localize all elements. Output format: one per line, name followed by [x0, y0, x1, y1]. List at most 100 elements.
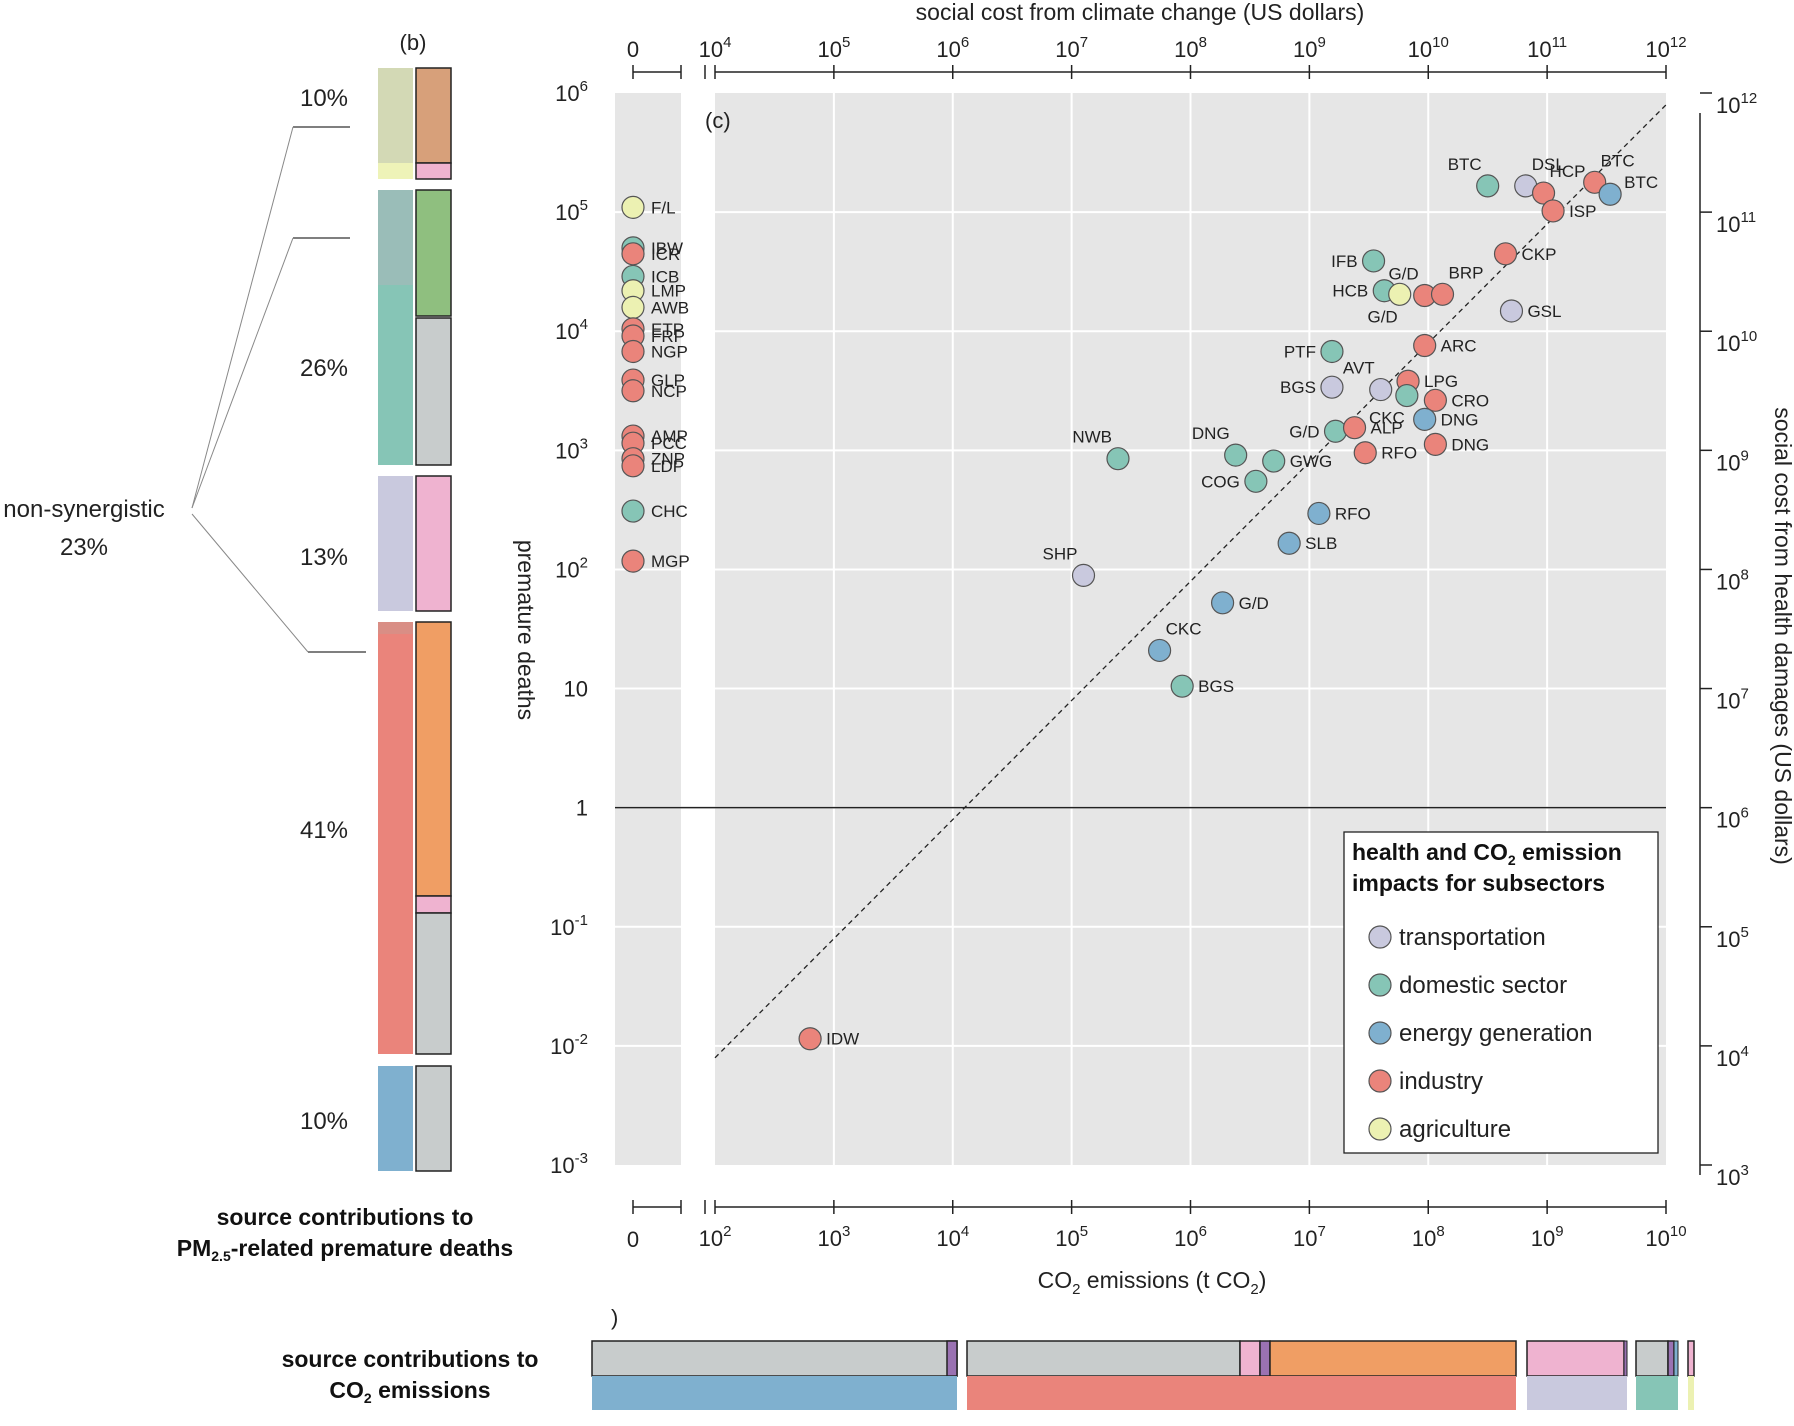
data-point: CRO	[1423, 388, 1489, 412]
point-marker	[621, 549, 645, 573]
y-right-axis-title: social cost from health damages (US doll…	[1770, 407, 1794, 865]
point-marker	[1262, 449, 1286, 473]
y-tick-label: 10-2	[550, 1031, 588, 1059]
zero-data-point: ICR	[621, 242, 680, 266]
point-marker	[1531, 181, 1556, 205]
point-label: G/D	[1289, 422, 1319, 441]
x-top-tick-label: 109	[1293, 34, 1326, 62]
x-top-tick-label: 1010	[1408, 34, 1449, 62]
data-point: G/D	[1289, 419, 1348, 443]
point-label: FRP	[651, 327, 685, 346]
x-zero-label: 0	[627, 1227, 639, 1252]
point-label: SHP	[1043, 544, 1078, 563]
point-label: BTC	[1448, 155, 1482, 174]
y-tick-label: 106	[555, 78, 588, 106]
point-marker	[621, 242, 645, 266]
panel-d-caption-1: source contributions to	[282, 1346, 539, 1372]
data-point: CKC	[1147, 619, 1201, 663]
point-label: GWG	[1290, 452, 1333, 471]
point-label: DNG	[1441, 410, 1479, 429]
legend-swatch	[1368, 1069, 1392, 1093]
point-label: CRO	[1451, 391, 1489, 410]
point-label: LMP	[651, 282, 686, 301]
zero-data-point: LMP	[621, 279, 686, 303]
zero-data-point: NGP	[621, 339, 688, 364]
x-top-tick-label: 108	[1174, 34, 1207, 62]
data-point: AVT	[1343, 359, 1393, 402]
point-label: ICB	[651, 267, 679, 286]
data-point: GWG	[1262, 449, 1333, 473]
x-tick-label: 103	[817, 1223, 850, 1251]
panel-b-caption-2: PM2.5-related premature deaths	[177, 1235, 513, 1264]
x-axis-title: CO2 emissions (t CO2)	[1038, 1267, 1267, 1298]
point-marker	[1277, 531, 1301, 555]
y-tick-label: 105	[555, 197, 588, 225]
point-label: CHC	[651, 502, 688, 521]
zero-data-point: AWB	[621, 295, 689, 319]
x-tick-label: 106	[1174, 1223, 1207, 1251]
point-label: RFO	[1381, 444, 1417, 463]
legend-label: industry	[1399, 1068, 1483, 1095]
bar-d-domestic	[1635, 1340, 1679, 1410]
point-marker	[621, 195, 645, 219]
point-label: DSL	[1532, 155, 1565, 174]
x-tick-label: 108	[1412, 1223, 1445, 1251]
x-tick-label: 1010	[1645, 1223, 1686, 1251]
x-top-axis-title: social cost from climate change (US doll…	[916, 0, 1365, 25]
point-label: ALP	[1371, 419, 1403, 438]
legend: health and CO2 emission impacts for subs…	[1343, 831, 1659, 1154]
pct-domestic: 26%	[300, 355, 348, 382]
y-tick-label: 10	[564, 677, 588, 702]
y-tick-label: 102	[555, 554, 588, 582]
point-label: F/L	[651, 198, 676, 217]
data-point: GSL	[1499, 299, 1561, 323]
legend-title-1: health and CO2 emission	[1352, 839, 1622, 868]
point-label: ARC	[1441, 337, 1477, 356]
legend-label: agriculture	[1399, 1116, 1511, 1143]
point-marker	[1413, 333, 1437, 358]
x-top-tick-label: 107	[1055, 34, 1088, 62]
y-tick-label: 1	[576, 796, 588, 821]
point-label: IBW	[651, 239, 683, 258]
point-label: LDP	[651, 457, 684, 476]
point-marker	[621, 499, 645, 523]
point-label: BTC	[1601, 151, 1635, 170]
point-label: PCC	[651, 434, 687, 453]
panel-c-label: (c)	[705, 108, 731, 133]
data-point: SLB	[1277, 531, 1337, 555]
pct-industry: 41%	[300, 817, 348, 844]
bar-d-industry	[966, 1340, 1517, 1410]
x-top-tick-label: 105	[817, 34, 850, 62]
x-tick-label: 109	[1531, 1223, 1564, 1251]
data-point: SHP	[1043, 544, 1096, 588]
point-label: CKP	[1522, 245, 1557, 264]
zero-data-point: MGP	[621, 549, 690, 573]
nonsyn-bracket	[191, 126, 366, 653]
point-label: AVT	[1343, 359, 1375, 378]
y-right-tick-label: 109	[1716, 447, 1749, 475]
x-tick-label: 107	[1293, 1223, 1326, 1251]
legend-swatch	[1368, 1021, 1392, 1045]
point-label: DNG	[1451, 435, 1489, 454]
data-point: IDW	[798, 1027, 859, 1051]
point-marker	[621, 339, 645, 364]
y-right-tick-label: 108	[1716, 566, 1749, 594]
point-label: ISP	[1569, 202, 1596, 221]
data-point: G/D	[1210, 591, 1269, 615]
point-marker	[1476, 174, 1500, 198]
legend-item-energy: energy generation	[1368, 1020, 1592, 1047]
point-marker	[621, 295, 645, 319]
point-label: GSL	[1527, 302, 1561, 321]
point-marker	[1170, 674, 1194, 698]
point-marker	[1210, 591, 1235, 615]
point-marker	[1361, 249, 1386, 273]
legend-label: energy generation	[1399, 1020, 1592, 1047]
point-label: ICR	[651, 245, 680, 264]
bar-b-energy	[378, 1066, 413, 1171]
y-tick-label: 104	[555, 316, 588, 344]
x-top-tick-label: 1011	[1527, 34, 1567, 62]
data-point: RFO	[1353, 441, 1417, 465]
point-marker	[1583, 170, 1607, 194]
data-point: ALP	[1342, 416, 1403, 440]
data-point: PTF	[1284, 339, 1344, 364]
